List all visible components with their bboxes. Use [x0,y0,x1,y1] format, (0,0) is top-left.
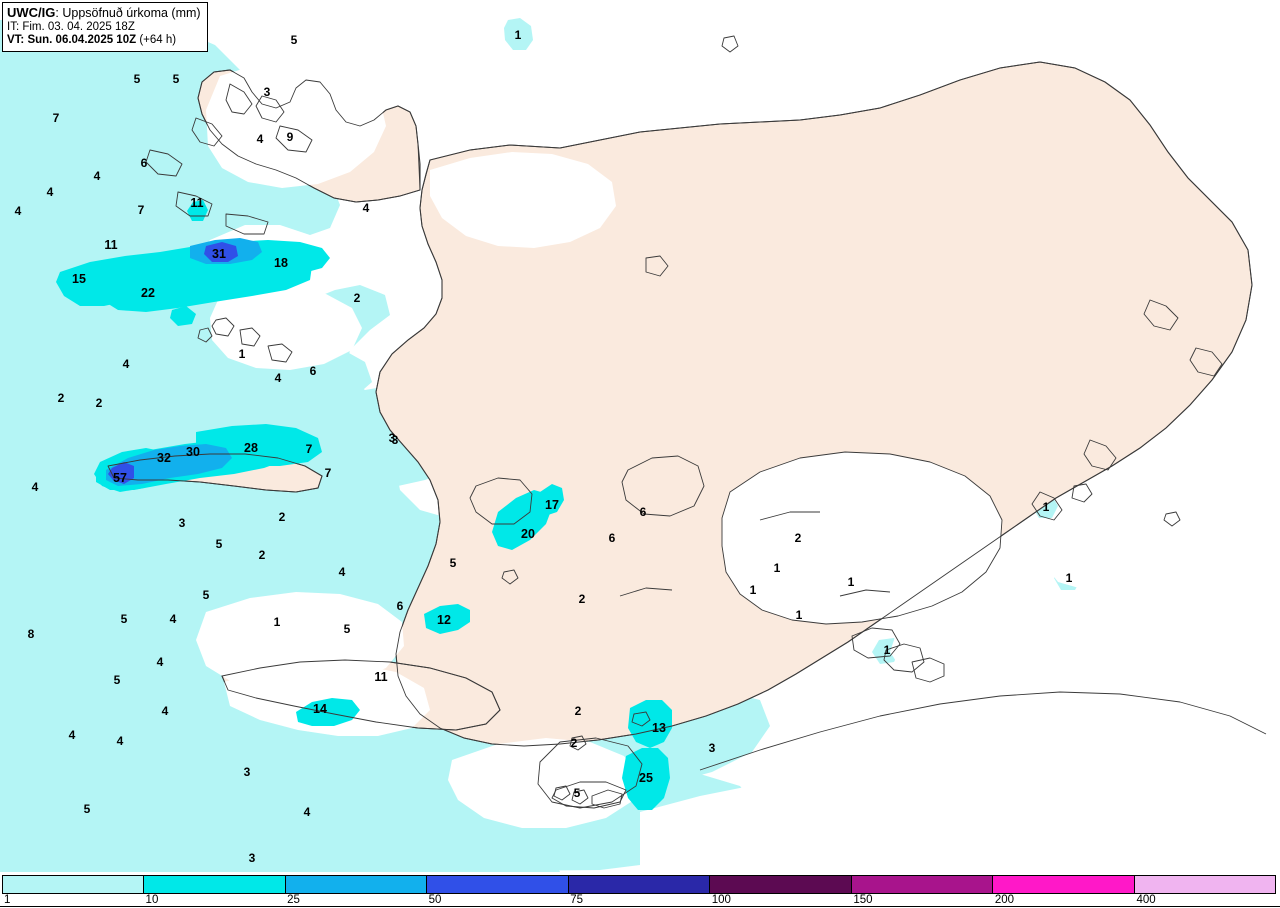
legend-tick-label: 75 [570,894,584,906]
legend-color-bar [2,875,1276,894]
legend-swatch [851,876,994,893]
legend-bottom-rule [0,906,1280,907]
legend-tick-label: 200 [994,894,1015,906]
legend-swatch [710,876,852,893]
color-scale-legend: 1 10 25 50 75 100 150 200 400 [0,872,1280,908]
info-line-valid-time: VT: Sun. 06.04.2025 10Z (+64 h) [7,34,201,48]
info-line-init-time: IT: Fim. 03. 04. 2025 18Z [7,20,135,33]
legend-tick-label: 150 [853,894,873,906]
legend-tick-label: 100 [711,894,731,906]
legend-swatch [993,876,1135,893]
legend-tick-label: 400 [1136,894,1156,906]
lead-time-text: (+64 h) [139,34,177,47]
legend-swatch [285,876,428,893]
precip-band-50-75mm [108,242,238,484]
legend-swatch [427,876,569,893]
model-name: UWC/IG [7,5,56,20]
legend-tick-label: 10 [145,894,159,906]
legend-tick-label: 50 [428,894,442,906]
legend-swatch [568,876,711,893]
legend-swatch [1134,876,1275,893]
legend-tick-labels: 1 10 25 50 75 100 150 200 400 [0,894,1280,908]
model-info-box: UWC/IG: Uppsöfnuð úrkoma (mm) IT: Fim. 0… [2,2,208,52]
map-canvas: 1 5 5 5 3 7 4 9 6 4 4 7 11 4 4 11 31 18 15 22 2 1 4 4 6 2 2 3 32 30 28… [0,2,1267,872]
legend-swatch [3,876,145,893]
product-name: : Uppsöfnuð úrkoma (mm) [55,6,201,20]
legend-tick-label: 1 [4,894,11,906]
coastline-detail [107,35,1267,809]
info-line-product: UWC/IG: Uppsöfnuð úrkoma (mm) [7,5,201,21]
legend-tick-label: 25 [287,894,300,906]
iceland-precipitation-map [0,18,1267,872]
legend-swatch [144,876,286,893]
valid-time-text: VT: Sun. 06.04.2025 10Z [7,34,137,47]
